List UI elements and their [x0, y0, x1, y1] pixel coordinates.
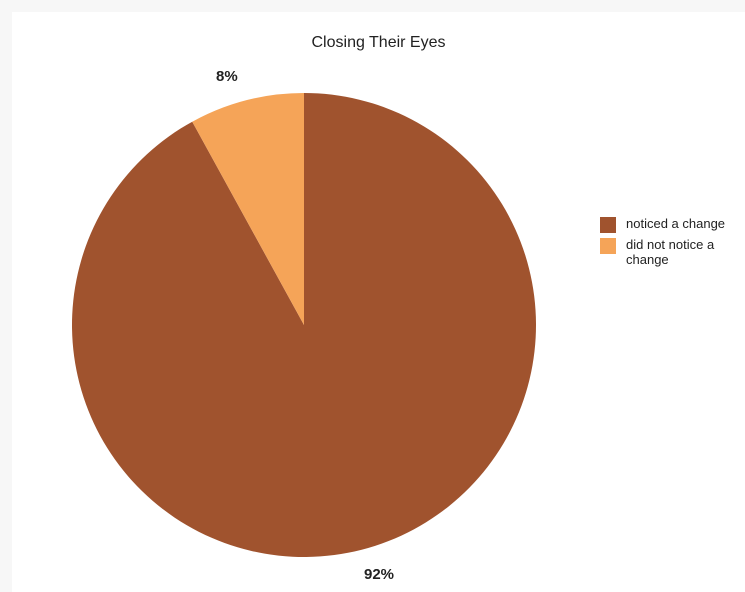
legend-label: noticed a change — [626, 216, 726, 231]
chart-title: Closing Their Eyes — [311, 34, 446, 51]
legend-item-noticed: noticed a change — [600, 216, 740, 233]
legend-swatch — [600, 217, 616, 233]
legend: noticed a change did not notice a change — [600, 216, 740, 271]
pie-slice-did-not-notice — [192, 93, 304, 325]
chart-panel: Closing Their Eyes 8% 92% noticed a chan… — [12, 12, 745, 592]
legend-swatch — [600, 238, 616, 254]
pie-chart — [71, 93, 536, 557]
legend-item-did-not-notice: did not notice a change — [600, 237, 740, 267]
slice-label-did-not-notice: 8% — [216, 68, 238, 85]
legend-label: did not notice a change — [626, 237, 715, 267]
slice-label-noticed: 92% — [364, 566, 395, 583]
